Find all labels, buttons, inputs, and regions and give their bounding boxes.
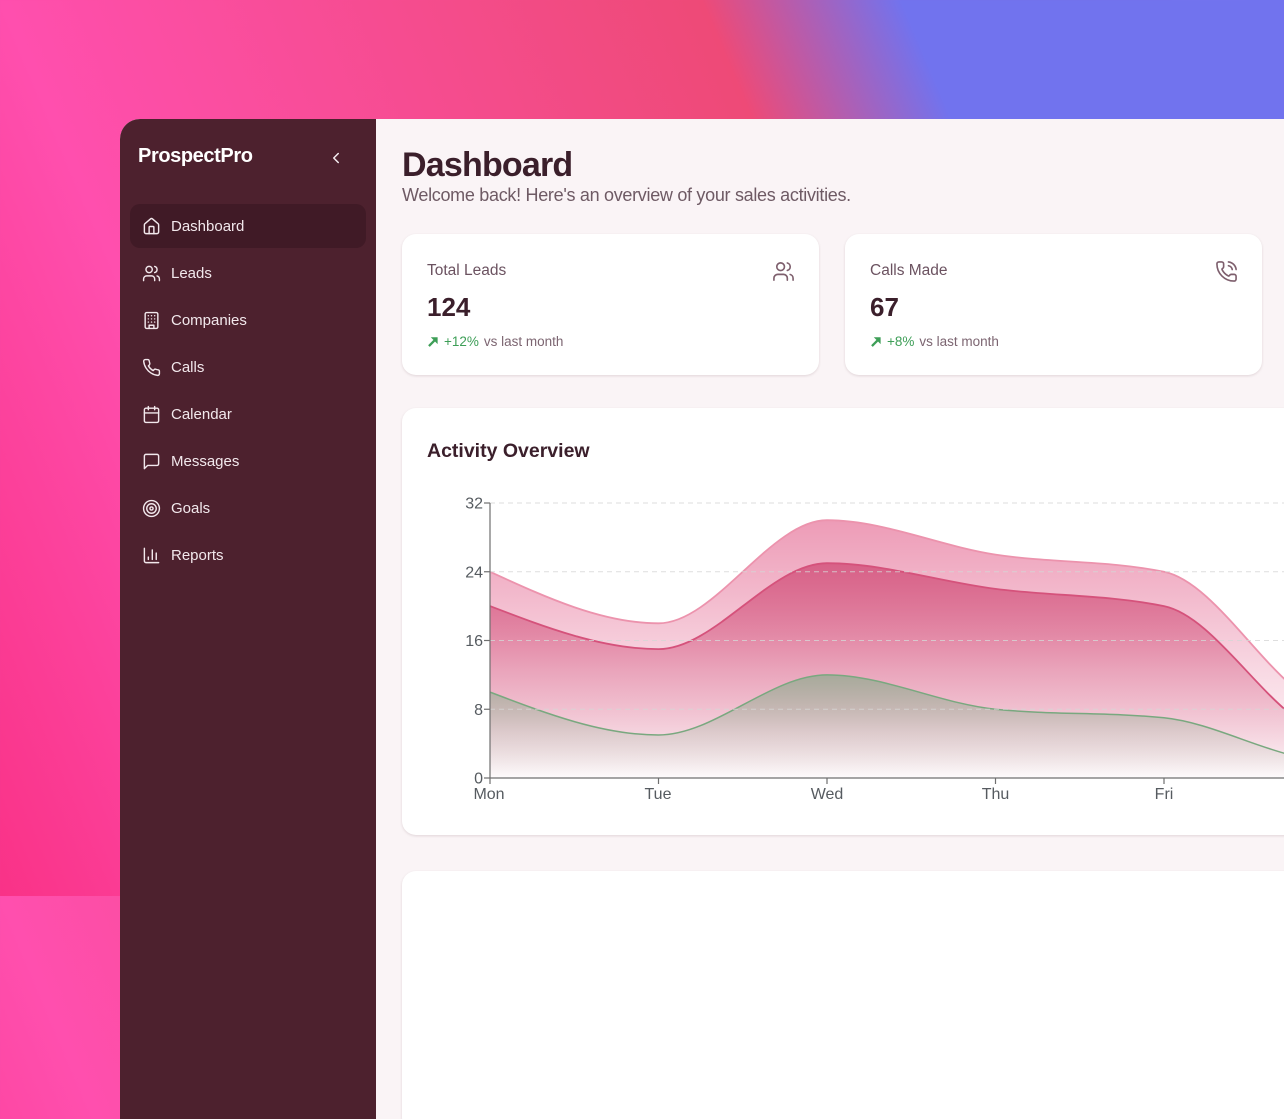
svg-text:Wed: Wed	[811, 786, 844, 803]
svg-text:32: 32	[465, 496, 483, 513]
svg-text:Thu: Thu	[982, 786, 1010, 803]
svg-text:Fri: Fri	[1155, 786, 1174, 803]
svg-text:0: 0	[474, 771, 483, 788]
svg-text:16: 16	[465, 633, 483, 650]
svg-text:Tue: Tue	[645, 786, 672, 803]
svg-text:Mon: Mon	[473, 786, 504, 803]
svg-text:24: 24	[465, 564, 483, 581]
svg-text:8: 8	[474, 702, 483, 719]
